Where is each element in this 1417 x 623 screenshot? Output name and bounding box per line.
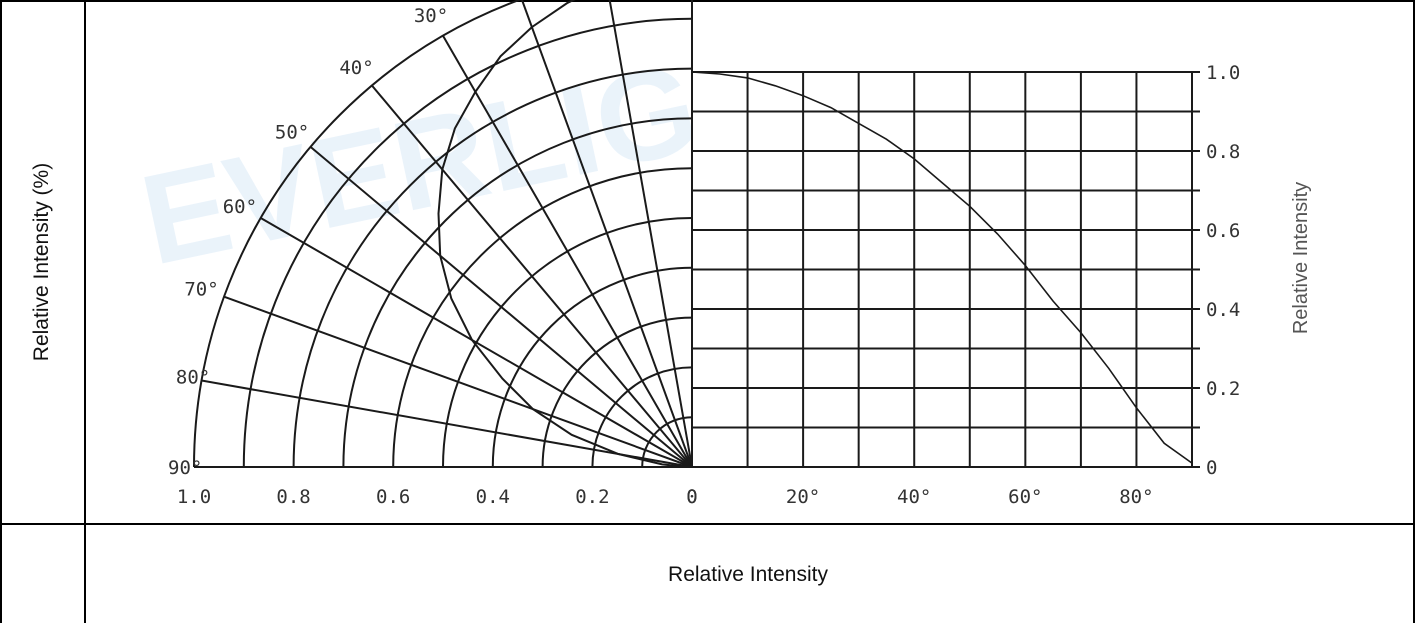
cartesian-y-tick-label: 0.8 <box>1206 141 1240 163</box>
polar-spoke <box>309 146 693 468</box>
polar-ring <box>392 167 693 468</box>
cartesian-y-tick-label: 0.4 <box>1206 299 1240 321</box>
polar-radial-tick-label: 0.8 <box>276 486 310 508</box>
polar-ring <box>541 316 693 468</box>
polar-pattern-curve <box>437 0 688 468</box>
polar-spoke <box>608 0 693 468</box>
polar-radial-tick-label: 0.6 <box>376 486 410 508</box>
cartesian-x-tick-label: 80° <box>1119 486 1153 508</box>
polar-spoke <box>371 84 693 468</box>
cartesian-y-tick-label: 1.0 <box>1206 62 1240 84</box>
polar-radial-tick-label: 1.0 <box>177 486 211 508</box>
polar-spoke <box>201 379 693 468</box>
polar-radial-tick-label: 0.4 <box>476 486 510 508</box>
right-y-axis-label: Relative Intensity <box>1290 182 1312 334</box>
table-row-divider <box>0 523 1415 525</box>
cartesian-y-tick-label: 0.2 <box>1206 378 1240 400</box>
bottom-axis-label: Relative Intensity <box>668 563 828 586</box>
polar-angle-tick-label: 80° <box>176 366 210 388</box>
polar-spoke <box>520 0 693 468</box>
polar-ring <box>491 266 693 468</box>
cartesian-x-tick-label: 0 <box>686 486 697 508</box>
cartesian-x-tick-label: 40° <box>897 486 931 508</box>
polar-spoke <box>223 295 693 468</box>
polar-ring <box>342 117 693 468</box>
cartesian-x-tick-label: 60° <box>1008 486 1042 508</box>
cartesian-y-tick-label: 0.6 <box>1206 220 1240 242</box>
polar-ring <box>193 0 523 468</box>
polar-ring <box>591 366 693 468</box>
polar-spoke <box>260 217 693 468</box>
polar-angle-tick-label: 60° <box>223 196 257 218</box>
polar-ring <box>242 17 693 468</box>
cartesian-series-line <box>691 71 1193 464</box>
polar-angle-tick-label: 30° <box>414 5 448 27</box>
polar-angle-tick-label: 40° <box>339 57 373 79</box>
polar-angle-tick-label: 50° <box>275 122 309 144</box>
polar-radial-tick-label: 0.2 <box>575 486 609 508</box>
table-column-divider <box>84 0 86 623</box>
cartesian-y-tick-label: 0 <box>1206 457 1217 479</box>
polar-spoke <box>442 35 693 468</box>
polar-radial-tick-label: 0 <box>686 486 697 508</box>
polar-angle-tick-label: 70° <box>184 279 218 301</box>
polar-ring <box>442 217 693 468</box>
polar-ring <box>292 67 693 468</box>
cartesian-x-tick-label: 20° <box>786 486 820 508</box>
polar-angle-tick-label: 90° <box>168 457 202 479</box>
